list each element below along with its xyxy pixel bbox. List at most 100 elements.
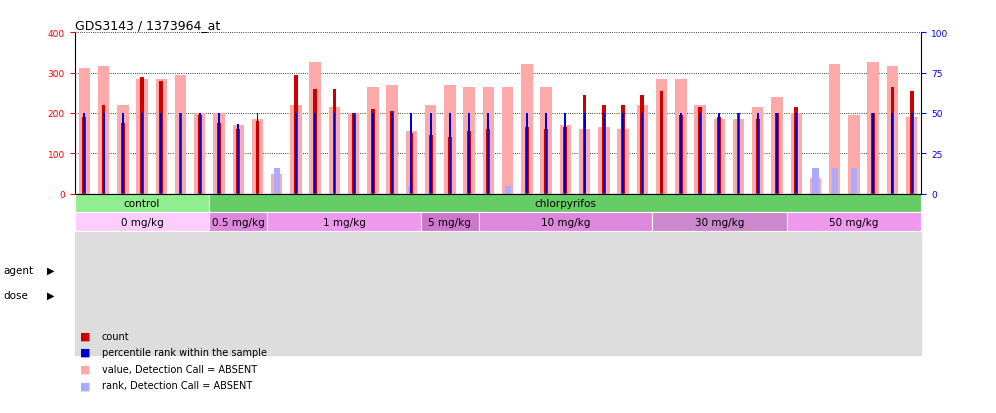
- Text: agent: agent: [3, 266, 33, 275]
- Bar: [178, 114, 182, 195]
- Bar: [909, 92, 913, 195]
- Bar: [294, 76, 298, 195]
- Bar: [467, 132, 471, 195]
- Bar: [541, 88, 552, 195]
- Bar: [795, 108, 798, 195]
- Bar: [390, 112, 394, 195]
- Bar: [425, 106, 436, 195]
- Bar: [274, 169, 280, 195]
- Bar: [428, 136, 432, 195]
- Bar: [505, 186, 511, 195]
- Bar: [329, 108, 341, 195]
- Bar: [429, 114, 431, 195]
- Text: 5 mg/kg: 5 mg/kg: [428, 217, 471, 227]
- Bar: [444, 85, 455, 195]
- Bar: [771, 97, 783, 195]
- Bar: [791, 114, 802, 195]
- Bar: [599, 128, 610, 195]
- Bar: [832, 169, 838, 195]
- Bar: [890, 88, 894, 195]
- Bar: [564, 128, 568, 195]
- Bar: [421, 213, 479, 231]
- Bar: [409, 134, 413, 195]
- Bar: [267, 213, 421, 231]
- Bar: [776, 114, 778, 195]
- Bar: [544, 130, 548, 195]
- Bar: [468, 114, 470, 195]
- Text: 0.5 mg/kg: 0.5 mg/kg: [212, 217, 265, 227]
- Bar: [217, 124, 221, 195]
- Bar: [584, 114, 586, 195]
- Bar: [694, 106, 706, 195]
- Bar: [209, 195, 921, 213]
- Text: ■: ■: [80, 331, 91, 341]
- Bar: [218, 114, 220, 195]
- Text: control: control: [124, 199, 160, 209]
- Text: ■: ■: [80, 364, 91, 374]
- Bar: [75, 213, 209, 231]
- Bar: [829, 65, 841, 195]
- Bar: [483, 88, 494, 195]
- Bar: [603, 114, 605, 195]
- Text: 1 mg/kg: 1 mg/kg: [323, 217, 366, 227]
- Bar: [118, 106, 128, 195]
- Bar: [851, 169, 857, 195]
- Bar: [372, 114, 374, 195]
- Bar: [103, 114, 105, 195]
- Bar: [810, 178, 821, 195]
- Text: value, Detection Call = ABSENT: value, Detection Call = ABSENT: [102, 364, 257, 374]
- Bar: [640, 95, 644, 195]
- Bar: [525, 128, 529, 195]
- Bar: [602, 106, 606, 195]
- Bar: [655, 79, 667, 195]
- Text: chlorpyrifos: chlorpyrifos: [535, 199, 597, 209]
- Bar: [675, 79, 686, 195]
- Bar: [348, 114, 360, 195]
- Bar: [868, 63, 878, 195]
- Bar: [175, 76, 186, 195]
- Bar: [545, 114, 547, 195]
- Bar: [560, 126, 571, 195]
- Bar: [718, 114, 720, 195]
- Bar: [698, 108, 702, 195]
- Bar: [521, 65, 533, 195]
- Bar: [232, 126, 244, 195]
- Bar: [891, 114, 893, 195]
- Bar: [372, 109, 374, 195]
- Bar: [752, 108, 764, 195]
- Bar: [194, 114, 205, 195]
- Bar: [236, 130, 240, 195]
- Bar: [209, 213, 267, 231]
- Bar: [75, 195, 209, 213]
- Bar: [391, 114, 393, 195]
- Bar: [136, 79, 147, 195]
- Bar: [636, 106, 648, 195]
- Bar: [622, 114, 624, 195]
- Bar: [252, 120, 263, 195]
- Bar: [849, 116, 860, 195]
- Bar: [84, 114, 86, 195]
- Bar: [140, 77, 144, 195]
- Bar: [334, 114, 336, 195]
- Bar: [660, 114, 662, 195]
- Bar: [618, 130, 628, 195]
- Bar: [237, 125, 239, 195]
- Bar: [579, 130, 591, 195]
- Bar: [679, 116, 682, 195]
- Bar: [756, 120, 760, 195]
- Bar: [652, 213, 787, 231]
- Text: ■: ■: [80, 380, 91, 390]
- Bar: [198, 116, 201, 195]
- Bar: [98, 67, 110, 195]
- Bar: [680, 114, 681, 195]
- Bar: [738, 114, 739, 195]
- Bar: [256, 122, 259, 195]
- Text: 50 mg/kg: 50 mg/kg: [830, 217, 878, 227]
- Bar: [199, 114, 201, 195]
- Bar: [775, 114, 779, 195]
- Bar: [463, 88, 475, 195]
- Bar: [333, 90, 337, 195]
- Bar: [641, 114, 643, 195]
- Bar: [290, 106, 302, 195]
- Bar: [353, 114, 355, 195]
